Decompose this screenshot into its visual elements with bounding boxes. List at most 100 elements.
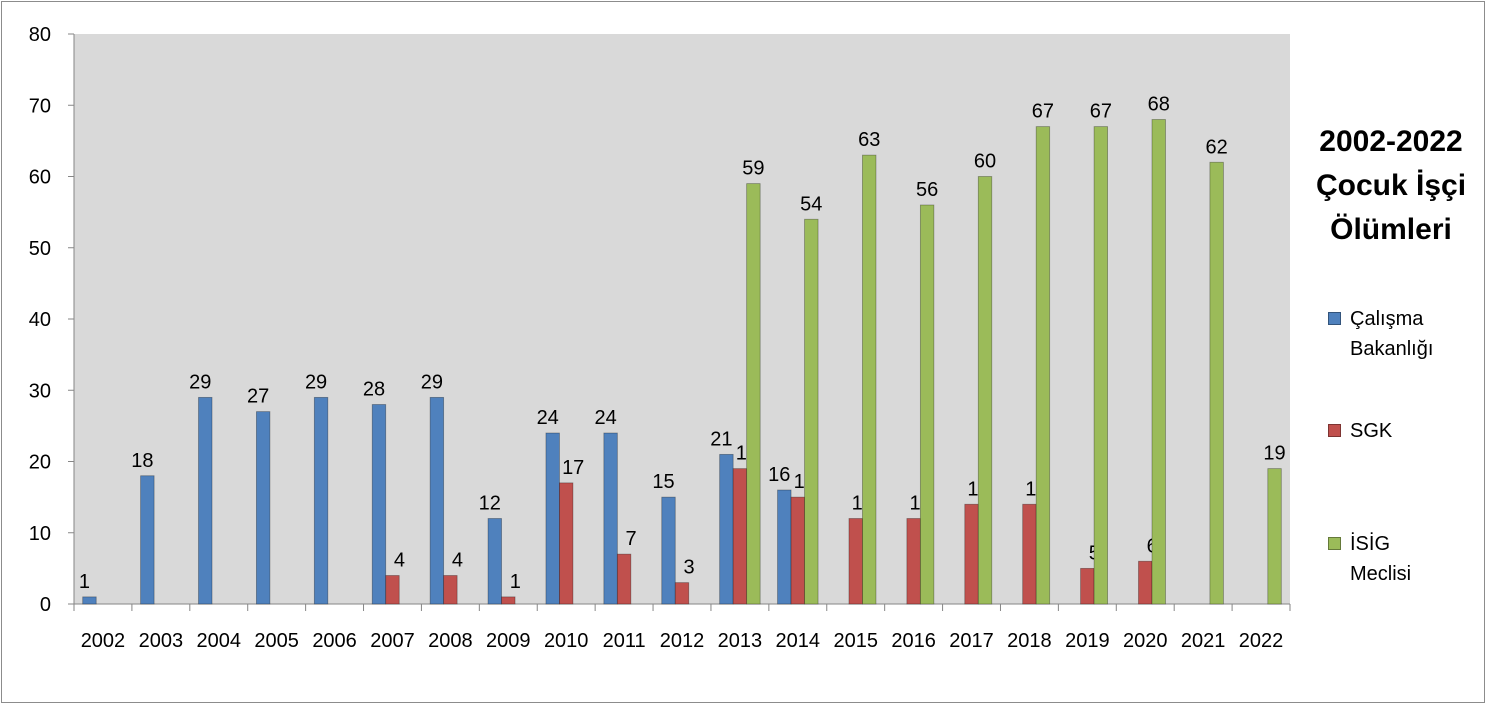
x-tick-label: 2005 xyxy=(254,630,299,652)
plot-area xyxy=(74,34,1290,604)
bar-calisma-bakanligi xyxy=(429,396,445,605)
data-label: 62 xyxy=(1206,136,1228,158)
bar-isig-meclisi xyxy=(804,218,819,605)
bar-isig-meclisi xyxy=(1093,126,1108,605)
bar-calisma-bakanligi xyxy=(719,453,734,605)
bar-isig-meclisi xyxy=(1267,468,1282,605)
x-tick-label: 2004 xyxy=(197,630,242,652)
data-label: 15 xyxy=(652,471,674,493)
bar-isig-meclisi xyxy=(1209,161,1224,605)
bar-calisma-bakanligi xyxy=(140,475,155,605)
bar-isig-meclisi xyxy=(977,176,993,605)
bar-sgk xyxy=(385,575,400,605)
x-tick-label: 2011 xyxy=(603,630,646,652)
data-label: 3 xyxy=(683,557,694,579)
bar-isig-meclisi xyxy=(919,204,935,605)
data-label: 19 xyxy=(1263,443,1285,465)
y-tick-label: 40 xyxy=(29,309,51,331)
x-tick-label: 2017 xyxy=(949,630,994,652)
bar-sgk xyxy=(559,482,574,605)
bar-sgk xyxy=(1022,503,1037,605)
bar-calisma-bakanligi xyxy=(371,404,387,605)
bar-calisma-bakanligi xyxy=(256,411,271,605)
legend-item-sgk: SGK xyxy=(1328,416,1478,446)
bar-isig-meclisi xyxy=(862,154,877,605)
y-tick-label: 60 xyxy=(29,167,51,189)
chart-title-line: 2002-2022 xyxy=(1319,125,1463,158)
legend-label-line: Çalışma xyxy=(1350,308,1424,330)
bar-calisma-bakanligi xyxy=(603,432,618,605)
bar-sgk xyxy=(443,575,458,605)
y-tick-label: 10 xyxy=(29,523,51,545)
bar-sgk xyxy=(1080,567,1095,605)
data-label: 18 xyxy=(131,450,153,472)
x-tick-label: 2006 xyxy=(312,630,357,652)
legend-item-calisma-bakanligi: Çalışma Bakanlığı xyxy=(1328,304,1478,364)
data-label: 67 xyxy=(1090,101,1112,123)
bar-sgk xyxy=(906,518,921,605)
y-tick-label: 80 xyxy=(29,24,51,46)
chart-title-line: Çocuk İşçi xyxy=(1315,169,1467,202)
y-tick-label: 70 xyxy=(29,95,51,117)
bar-calisma-bakanligi xyxy=(313,396,329,605)
data-label: 28 xyxy=(363,379,385,401)
bar-sgk xyxy=(674,582,690,605)
x-tick-label: 2018 xyxy=(1007,630,1052,652)
data-label: 12 xyxy=(479,493,501,515)
data-label: 29 xyxy=(421,371,443,393)
data-label: 59 xyxy=(742,158,764,180)
bar-calisma-bakanligi xyxy=(82,596,97,605)
legend-label: Çalışma Bakanlığı xyxy=(1350,304,1460,364)
data-label: 17 xyxy=(562,457,584,479)
bar-calisma-bakanligi xyxy=(198,396,213,605)
data-label: 1 xyxy=(79,571,90,593)
bar-sgk xyxy=(848,518,863,605)
bar-isig-meclisi xyxy=(1035,126,1051,605)
data-label: 21 xyxy=(710,428,732,450)
legend-label-line: Bakanlığı xyxy=(1350,338,1434,360)
x-tick-label: 2019 xyxy=(1065,630,1110,652)
legend-swatch-calisma xyxy=(1328,312,1341,325)
data-label: 24 xyxy=(537,407,559,429)
bar-sgk xyxy=(501,596,516,605)
data-label: 56 xyxy=(916,179,938,201)
data-label: 29 xyxy=(305,371,327,393)
legend-label: SGK xyxy=(1350,416,1460,446)
bar-calisma-bakanligi xyxy=(487,518,502,605)
bar-isig-meclisi xyxy=(746,183,761,605)
x-tick-label: 2022 xyxy=(1239,630,1284,652)
x-tick-label: 2003 xyxy=(139,630,184,652)
bar-sgk xyxy=(1138,560,1153,605)
legend-swatch-sgk xyxy=(1328,424,1341,437)
data-label: 54 xyxy=(800,193,822,215)
y-tick-label: 20 xyxy=(29,452,51,474)
data-label: 24 xyxy=(594,407,616,429)
data-label: 1 xyxy=(510,571,521,593)
x-tick-label: 2015 xyxy=(833,630,878,652)
bar-isig-meclisi xyxy=(1151,119,1166,605)
x-tick-label: 2014 xyxy=(776,630,821,652)
legend-swatch-isig xyxy=(1328,537,1341,550)
chart-title-line: Ölümleri xyxy=(1330,213,1452,246)
x-tick-label: 2012 xyxy=(660,630,705,652)
x-tick-label: 2009 xyxy=(486,630,531,652)
bar-calisma-bakanligi xyxy=(777,489,792,605)
x-tick-label: 2007 xyxy=(370,630,415,652)
bar-calisma-bakanligi xyxy=(661,496,676,605)
bar-calisma-bakanligi xyxy=(545,432,560,605)
x-tick-label: 2021 xyxy=(1181,630,1226,652)
data-label: 29 xyxy=(189,371,211,393)
legend-label: İSİG Meclisi xyxy=(1350,529,1460,589)
bar-sgk xyxy=(616,553,632,605)
bar-sgk xyxy=(964,503,979,605)
data-label: 4 xyxy=(394,550,405,572)
x-tick-label: 2020 xyxy=(1123,630,1168,652)
legend-label-line: İSİG xyxy=(1350,533,1391,555)
x-tick-label: 2013 xyxy=(718,630,763,652)
bar-sgk xyxy=(790,496,805,605)
chart-title: 2002-2022 Çocuk İşçi Ölümleri xyxy=(1298,120,1484,252)
data-label: 16 xyxy=(768,464,790,486)
data-label: 68 xyxy=(1148,94,1170,116)
